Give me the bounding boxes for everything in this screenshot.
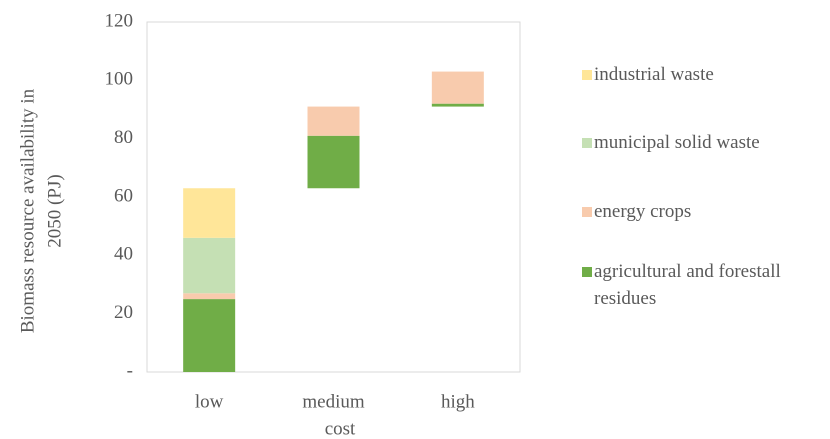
legend-label: municipal solid waste [594,132,760,153]
y-axis-title: Biomass resource availability in 2050 (P… [17,88,66,334]
plot-area [146,21,521,373]
legend-swatch [582,207,592,217]
x-tick-label: low [195,391,224,412]
legend-swatch [582,267,592,277]
x-tick-label: high [441,391,475,412]
y-tick-label: 100 [105,69,134,90]
y-tick-label: - [127,360,133,381]
legend-swatch [582,138,592,148]
legend-label: agricultural and forestall residues [594,261,781,309]
bar-segment [431,71,484,104]
x-tick-label: medium [302,391,364,412]
legend-swatch [582,70,592,80]
bar-segment [431,103,484,107]
legend-label: energy crops [594,201,692,222]
bar-segment [183,237,236,294]
y-tick-label: 80 [114,127,133,148]
bar-segment [183,293,236,300]
bar-segment [307,135,360,189]
bar-segment [183,188,236,238]
y-tick-label: 60 [114,185,133,206]
legend-label: industrial waste [594,64,714,85]
y-tick-label: 20 [114,302,133,323]
y-tick-label: 120 [105,10,134,31]
bar-segment [307,106,360,136]
bar-segment [183,299,236,372]
x-axis-title: cost [325,418,356,439]
y-tick-label: 40 [114,244,133,265]
